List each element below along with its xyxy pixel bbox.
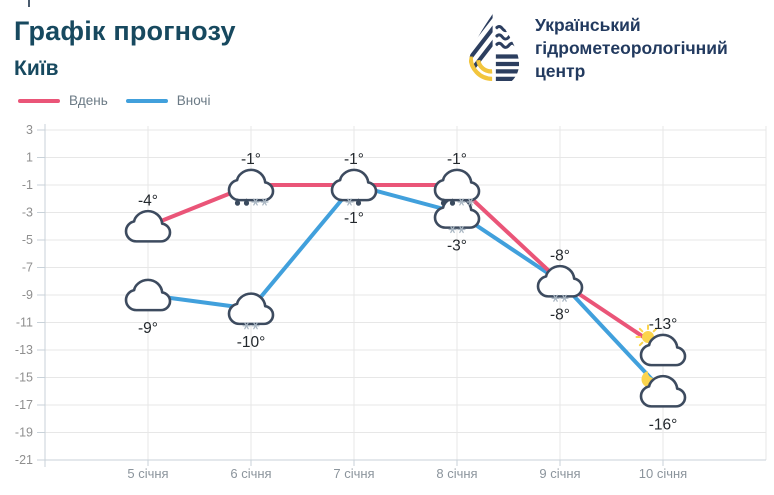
temp-label: -16° [649,416,678,433]
y-axis-label: 3 [26,123,33,137]
y-axis-label: -13 [15,343,33,357]
temp-label: -4° [138,192,158,209]
y-axis-label: -17 [15,398,33,412]
temp-label: -10° [237,334,266,351]
page-subtitle: Київ [14,57,59,80]
cloud-marker [433,168,481,206]
day-series-label: Вдень [69,93,108,108]
temp-label: -8° [550,247,570,264]
temp-label: -1° [447,151,467,168]
forecast-chart-svg: 3 1 -1 -3 -5 -7 -9 -11 -13 -15 -17 -19 -21 5 січня 6 с… [15,123,767,481]
y-axis-label: -21 [15,453,33,467]
raindrop-icon [243,198,250,206]
snowflake-icon [466,198,475,206]
y-axis-label: 1 [26,151,33,165]
moon-cloud-marker [639,371,687,408]
cloud-marker [227,168,275,206]
temp-label: -1° [344,151,364,168]
chart-legend: Вдень Вночі [18,93,210,108]
logo-text: Український гідрометеорологічний центр [535,10,728,90]
y-axis-label: -11 [16,316,33,330]
temp-label: -1° [241,151,261,168]
x-axis-label: 7 січня [333,466,374,481]
x-axis-label: 6 січня [230,466,271,481]
cloud-marker [124,209,172,243]
night-series-swatch [125,98,168,103]
y-axis-label: -9 [22,288,33,302]
snowflake-icon [448,225,457,234]
cloud-marker [124,278,172,312]
snowflake-icon [242,322,251,330]
snowflake-icon [251,198,260,206]
temp-label: -13° [649,316,678,333]
x-axis-label: 9 січня [539,466,580,481]
corner-artifact [28,0,30,7]
cloud-marker [227,292,275,330]
night-series-label: Вночі [176,93,211,108]
snowflake-icon [457,198,466,206]
temp-label: -3° [447,238,467,255]
cloud-marker [330,168,378,206]
logo-line-2: гідрометеорологічний [535,37,728,58]
page-title: Графік прогнозу [14,16,236,46]
y-axis-label: -5 [22,233,33,247]
y-axis-label: -3 [22,206,33,220]
snowflake-icon [551,294,560,302]
temp-label: -1° [344,210,364,227]
forecast-chart: 3 1 -1 -3 -5 -7 -9 -11 -13 -15 -17 -19 -21 5 січня 6 с… [0,120,774,490]
raindrop-icon [449,198,456,206]
legend-item-day[interactable]: Вдень [18,93,108,108]
snowflake-icon [251,322,260,330]
y-axis-label: -1 [22,178,33,192]
night-series-line [146,183,665,394]
day-series-swatch [18,98,60,103]
y-axis-label: -19 [15,426,33,440]
temp-label: -8° [550,306,570,323]
raindrop-icon [440,198,447,206]
cloud-marker [536,264,584,302]
temp-label: -9° [138,320,158,337]
x-axis-label: 10 січня [639,466,687,481]
raindrop-icon [234,198,241,206]
snowflake-icon [345,198,354,206]
logo-line-1: Український [535,15,641,35]
hydromet-drop-logo-icon [468,11,520,81]
snowflake-icon [457,225,466,234]
x-axis-label: 8 січня [436,466,477,481]
legend-item-night[interactable]: Вночі [125,93,211,108]
snowflake-icon [260,198,269,206]
sun-cloud-marker [635,324,687,367]
y-axis-label: -15 [15,371,33,385]
snowflake-icon [560,294,569,302]
raindrop-icon [355,198,362,206]
y-axis-label: -7 [22,261,33,275]
x-axis-label: 5 січня [127,466,168,481]
logo-line-3: центр [535,60,586,81]
logo: Український гідрометеорологічний центр [466,10,728,90]
